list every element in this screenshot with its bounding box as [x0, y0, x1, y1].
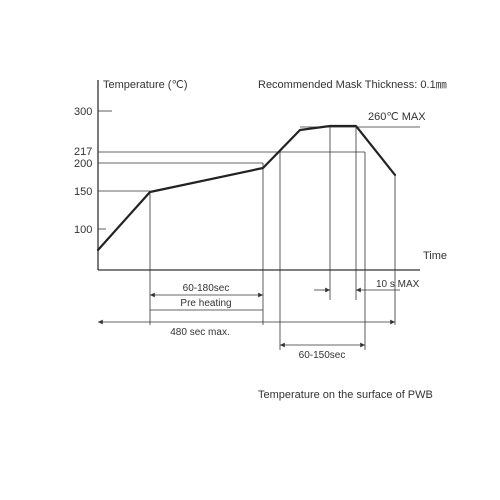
reflow-range-label: 60-150sec — [299, 350, 346, 361]
total-time-label: 480 sec max. — [170, 327, 229, 338]
ytick-217: 217 — [74, 146, 92, 158]
ytick-150: 150 — [74, 186, 92, 198]
peak-label: 260℃ MAX — [368, 111, 426, 123]
peak-hold-label: 10 s MAX — [376, 279, 420, 290]
chart-caption: Temperature on the surface of PWB — [258, 389, 433, 401]
ytick-100: 100 — [74, 224, 92, 236]
preheat-label: Pre heating — [180, 298, 231, 309]
ytick-200: 200 — [74, 158, 92, 170]
preheat-range-label: 60-180sec — [183, 283, 230, 294]
mask-thickness-note: Recommended Mask Thickness: 0.1㎜ — [258, 79, 447, 91]
ytick-300: 300 — [74, 106, 92, 118]
x-axis-label: Time — [423, 250, 447, 262]
temperature-profile — [98, 126, 395, 250]
y-axis-label: Temperature (℃) — [103, 79, 188, 91]
